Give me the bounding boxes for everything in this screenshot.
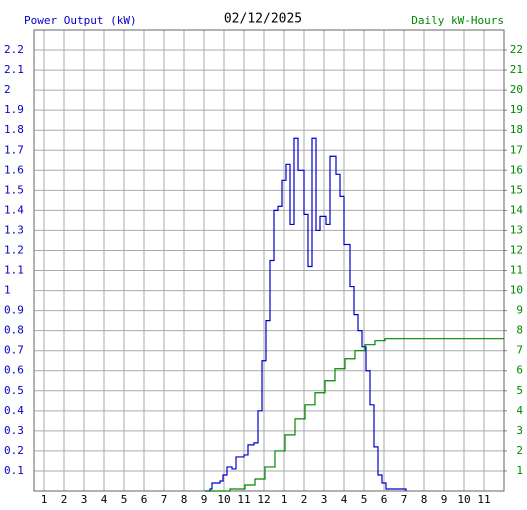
y-tick-label: 1.5 bbox=[4, 183, 24, 196]
y-tick-label: 1.3 bbox=[4, 223, 24, 236]
x-tick-label: 12 bbox=[257, 493, 270, 506]
y2-tick-label: 22 bbox=[510, 43, 523, 56]
x-tick-label: 3 bbox=[321, 493, 328, 506]
y-tick-label: 1.9 bbox=[4, 103, 24, 116]
series-line bbox=[205, 137, 407, 492]
y2-tick-label: 4 bbox=[516, 404, 523, 417]
y-tick-label: 0.8 bbox=[4, 324, 24, 337]
y2-tick-label: 2 bbox=[516, 444, 523, 457]
series-line bbox=[205, 338, 504, 492]
y-tick-label: 0.3 bbox=[4, 424, 24, 437]
y-tick-label: 1.4 bbox=[4, 203, 24, 216]
x-tick-label: 4 bbox=[101, 493, 108, 506]
x-tick-label: 11 bbox=[477, 493, 490, 506]
y-tick-label: 1 bbox=[4, 284, 11, 297]
y2-tick-label: 21 bbox=[510, 63, 523, 76]
y-tick-label: 1.7 bbox=[4, 143, 24, 156]
y2-tick-label: 9 bbox=[516, 304, 523, 317]
x-tick-label: 9 bbox=[441, 493, 448, 506]
y2-tick-label: 18 bbox=[510, 123, 523, 136]
y-tick-label: 2.1 bbox=[4, 63, 24, 76]
y2-tick-label: 5 bbox=[516, 384, 523, 397]
y2-tick-label: 13 bbox=[510, 223, 523, 236]
y2-tick-label: 19 bbox=[510, 103, 523, 116]
y2-tick-label: 10 bbox=[510, 284, 523, 297]
x-tick-label: 1 bbox=[41, 493, 48, 506]
x-tick-label: 5 bbox=[361, 493, 368, 506]
y-tick-label: 0.4 bbox=[4, 404, 24, 417]
y-tick-label: 0.9 bbox=[4, 304, 24, 317]
y2-tick-label: 7 bbox=[516, 344, 523, 357]
y-tick-label: 2 bbox=[4, 83, 11, 96]
x-tick-label: 2 bbox=[61, 493, 68, 506]
y2-tick-label: 16 bbox=[510, 163, 523, 176]
x-tick-label: 8 bbox=[181, 493, 188, 506]
y-tick-label: 1.6 bbox=[4, 163, 24, 176]
x-tick-label: 9 bbox=[201, 493, 208, 506]
x-tick-label: 11 bbox=[237, 493, 250, 506]
y2-tick-label: 17 bbox=[510, 143, 523, 156]
plot-frame bbox=[33, 29, 505, 492]
x-tick-label: 6 bbox=[381, 493, 388, 506]
x-tick-label: 5 bbox=[121, 493, 128, 506]
y-axis-label: Power Output (kW) bbox=[24, 14, 137, 27]
x-tick-label: 1 bbox=[281, 493, 288, 506]
y2-tick-label: 3 bbox=[516, 424, 523, 437]
x-tick-label: 2 bbox=[301, 493, 308, 506]
x-tick-label: 4 bbox=[341, 493, 348, 506]
x-tick-label: 3 bbox=[81, 493, 88, 506]
y2-tick-label: 1 bbox=[516, 464, 523, 477]
y2-tick-label: 8 bbox=[516, 324, 523, 337]
y-tick-label: 1.2 bbox=[4, 243, 24, 256]
y-tick-label: 0.5 bbox=[4, 384, 24, 397]
y-tick-label: 0.1 bbox=[4, 464, 24, 477]
x-tick-label: 10 bbox=[217, 493, 230, 506]
x-tick-label: 10 bbox=[457, 493, 470, 506]
y2-axis-label: Daily kW-Hours bbox=[411, 14, 504, 27]
chart-title: 02/12/2025 bbox=[224, 12, 302, 27]
x-tick-label: 7 bbox=[161, 493, 168, 506]
x-tick-label: 8 bbox=[421, 493, 428, 506]
x-tick-label: 6 bbox=[141, 493, 148, 506]
y2-tick-label: 20 bbox=[510, 83, 523, 96]
y-tick-label: 1.1 bbox=[4, 264, 24, 277]
y-tick-label: 0.7 bbox=[4, 344, 24, 357]
y-tick-label: 0.6 bbox=[4, 364, 24, 377]
y2-tick-label: 12 bbox=[510, 243, 523, 256]
y-tick-label: 2.2 bbox=[4, 43, 24, 56]
y2-tick-label: 6 bbox=[516, 364, 523, 377]
y-tick-label: 1.8 bbox=[4, 123, 24, 136]
y2-tick-label: 11 bbox=[510, 264, 523, 277]
y2-tick-label: 14 bbox=[510, 203, 524, 216]
y-tick-label: 0.2 bbox=[4, 444, 24, 457]
y2-tick-label: 15 bbox=[510, 183, 523, 196]
x-tick-label: 7 bbox=[401, 493, 408, 506]
